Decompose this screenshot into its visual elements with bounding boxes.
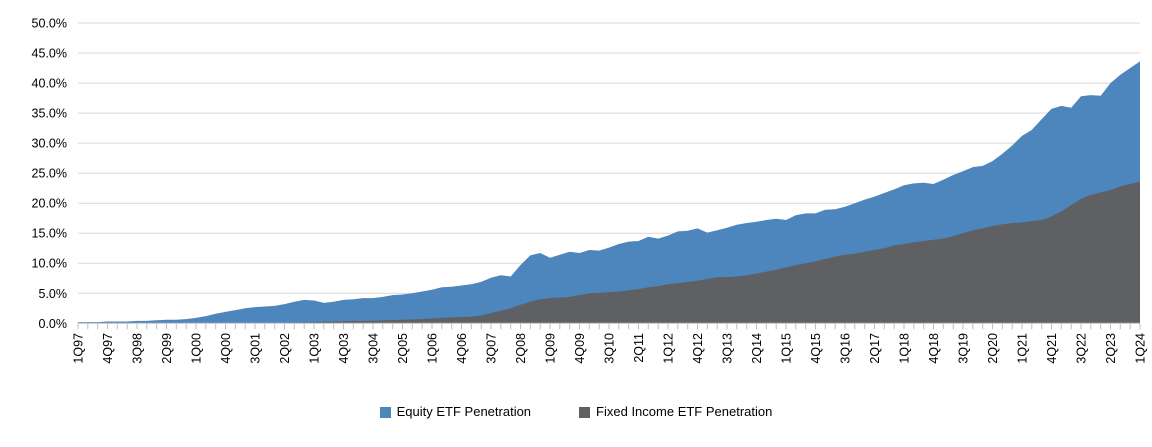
legend-item-equity: Equity ETF Penetration: [379, 404, 532, 420]
x-axis-tick-label: 2Q05: [396, 333, 410, 364]
y-axis-tick-label: 5.0%: [39, 287, 68, 301]
area-fixed-income: [78, 181, 1140, 324]
x-axis-tick-label: 2Q99: [160, 333, 174, 364]
legend-item-fixed-income: Fixed Income ETF Penetration: [579, 404, 772, 420]
x-axis-tick-label: 4Q09: [573, 333, 587, 364]
x-axis-tick-label: 2Q23: [1104, 333, 1118, 364]
legend-label-fixed-income: Fixed Income ETF Penetration: [596, 404, 773, 419]
y-axis-tick-label: 25.0%: [32, 167, 67, 181]
x-axis-tick-label: 2Q14: [750, 333, 764, 364]
x-axis-tick-label: 3Q13: [721, 333, 735, 364]
y-axis-tick-label: 15.0%: [32, 227, 67, 241]
x-axis-tick-label: 3Q01: [249, 333, 263, 364]
y-axis-tick-label: 10.0%: [32, 257, 67, 271]
x-axis-tick-label: 1Q97: [72, 333, 86, 364]
x-axis-tick-label: 2Q02: [278, 333, 292, 364]
y-axis-tick-label: 20.0%: [32, 197, 67, 211]
y-axis-tick-label: 50.0%: [32, 17, 67, 31]
y-axis-tick-label: 35.0%: [32, 107, 67, 121]
x-axis-tick-label: 1Q00: [190, 333, 204, 364]
x-axis-tick-label: 4Q18: [927, 333, 941, 364]
y-axis-tick-label: 0.0%: [39, 317, 68, 331]
y-axis-tick-label: 30.0%: [32, 137, 67, 151]
x-axis-tick-label: 3Q22: [1075, 333, 1089, 364]
x-axis-tick-label: 3Q98: [131, 333, 145, 364]
x-axis-tick-label: 1Q09: [544, 333, 558, 364]
x-axis-tick-label: 1Q03: [308, 333, 322, 364]
x-axis-tick-label: 3Q16: [839, 333, 853, 364]
x-axis-tick-label: 1Q12: [662, 333, 676, 364]
x-axis-tick-label: 1Q24: [1134, 333, 1148, 364]
legend-label-equity: Equity ETF Penetration: [396, 404, 532, 419]
x-axis-tick-label: 3Q10: [603, 333, 617, 364]
x-axis-tick-label: 1Q21: [1016, 333, 1030, 364]
x-axis-tick-label: 3Q19: [957, 333, 971, 364]
x-axis-tick-label: 4Q21: [1045, 333, 1059, 364]
x-axis-tick-label: 4Q97: [101, 333, 115, 364]
fixed-income-legend-swatch-icon: [579, 406, 591, 418]
x-axis-tick-label: 2Q08: [514, 333, 528, 364]
y-axis-tick-label: 40.0%: [32, 77, 67, 91]
x-axis-tick-label: 4Q03: [337, 333, 351, 364]
y-axis-tick-label: 45.0%: [32, 47, 67, 61]
x-axis-tick-label: 4Q00: [219, 333, 233, 364]
x-axis-tick-label: 4Q15: [809, 333, 823, 364]
x-axis-tick-label: 4Q12: [691, 333, 705, 364]
x-axis-tick-label: 2Q20: [986, 333, 1000, 364]
x-axis-tick-label: 1Q15: [780, 333, 794, 364]
x-axis-tick-label: 1Q06: [426, 333, 440, 364]
equity-legend-swatch-icon: [379, 406, 391, 418]
x-axis-tick-label: 2Q11: [632, 333, 646, 363]
chart-legend: Equity ETF Penetration Fixed Income ETF …: [0, 404, 1152, 420]
x-axis-tick-label: 4Q06: [455, 333, 469, 364]
x-axis-tick-label: 1Q18: [898, 333, 912, 364]
x-axis-tick-label: 2Q17: [868, 333, 882, 364]
x-axis-tick-label: 3Q04: [367, 333, 381, 364]
x-axis-tick-label: 3Q07: [485, 333, 499, 364]
